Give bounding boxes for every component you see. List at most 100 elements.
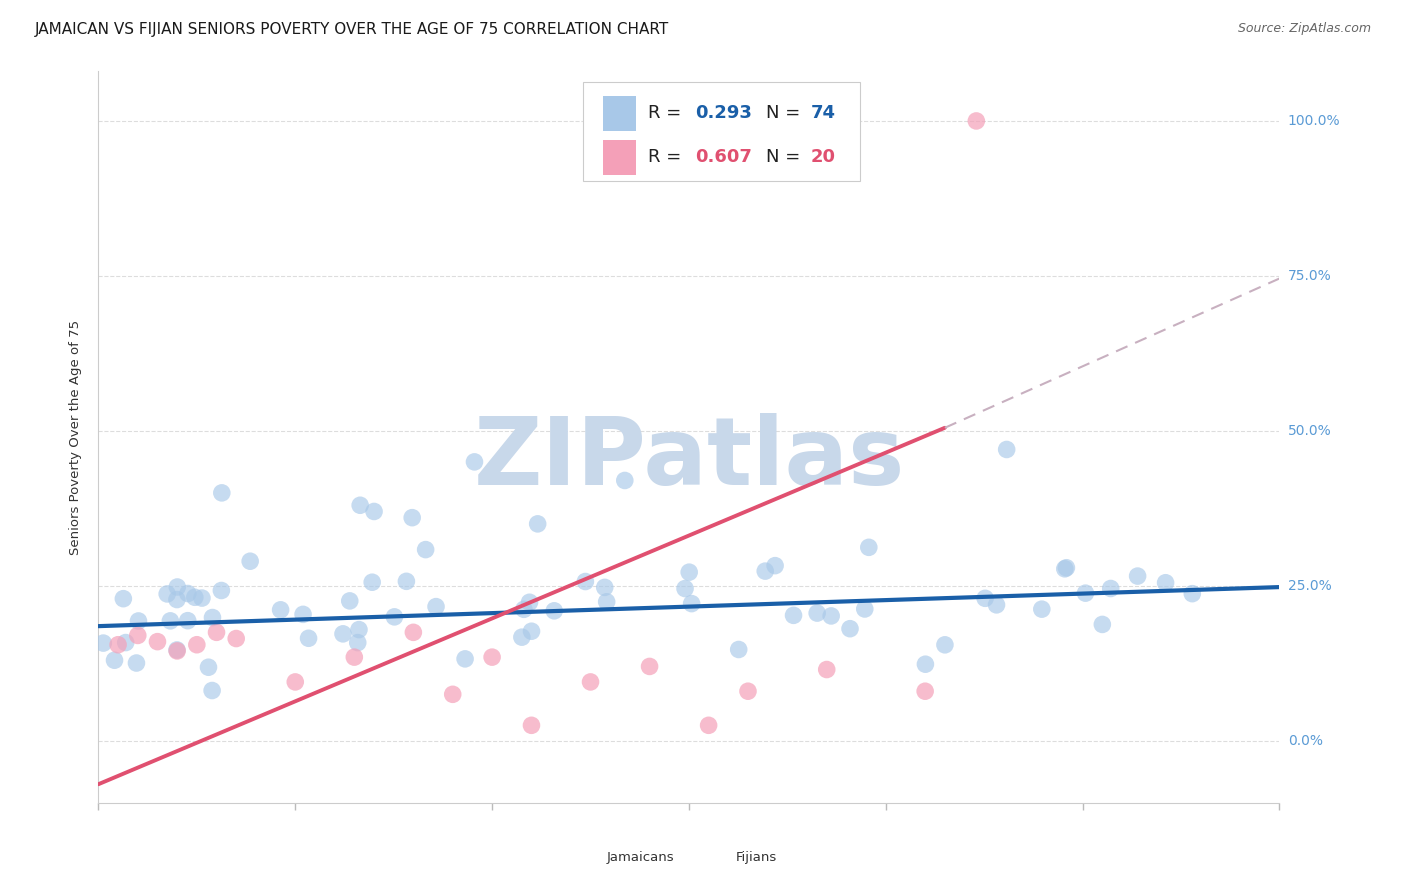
FancyBboxPatch shape — [603, 140, 636, 175]
Point — [112, 591, 135, 606]
FancyBboxPatch shape — [603, 95, 636, 131]
Point — [201, 683, 224, 698]
Point — [579, 674, 602, 689]
Point — [806, 606, 828, 620]
Point — [166, 592, 188, 607]
Point — [166, 643, 188, 657]
Point — [727, 642, 749, 657]
Point — [1074, 586, 1097, 600]
Point — [1031, 602, 1053, 616]
Point — [177, 586, 200, 600]
Point — [346, 635, 368, 649]
Point — [510, 630, 533, 644]
Point — [1126, 569, 1149, 583]
Point — [114, 635, 136, 649]
Text: 25.0%: 25.0% — [1288, 579, 1331, 593]
Point — [347, 623, 370, 637]
Point — [401, 510, 423, 524]
Point — [239, 554, 262, 568]
Point — [166, 580, 188, 594]
Point — [292, 607, 315, 622]
Point — [965, 114, 987, 128]
Point — [201, 610, 224, 624]
Point — [782, 608, 804, 623]
Point — [754, 564, 776, 578]
Point — [211, 486, 233, 500]
Point — [166, 644, 188, 658]
Point — [593, 580, 616, 594]
Point — [463, 455, 485, 469]
Point — [191, 591, 214, 605]
Text: 75.0%: 75.0% — [1288, 268, 1331, 283]
Text: N =: N = — [766, 148, 806, 166]
Point — [91, 636, 114, 650]
Point — [995, 442, 1018, 457]
Point — [737, 684, 759, 698]
Text: JAMAICAN VS FIJIAN SENIORS POVERTY OVER THE AGE OF 75 CORRELATION CHART: JAMAICAN VS FIJIAN SENIORS POVERTY OVER … — [35, 22, 669, 37]
FancyBboxPatch shape — [571, 847, 596, 869]
Point — [184, 591, 207, 605]
Point — [297, 632, 319, 646]
Point — [159, 614, 181, 628]
Point — [815, 663, 838, 677]
Point — [415, 542, 437, 557]
Point — [526, 516, 548, 531]
Point — [270, 603, 292, 617]
Point — [697, 718, 720, 732]
Point — [574, 574, 596, 589]
Point — [284, 674, 307, 689]
Point — [107, 638, 129, 652]
Point — [402, 625, 425, 640]
Point — [520, 624, 543, 639]
Point — [127, 628, 149, 642]
Point — [1091, 617, 1114, 632]
Point — [519, 595, 541, 609]
Y-axis label: Seniors Poverty Over the Age of 75: Seniors Poverty Over the Age of 75 — [69, 319, 83, 555]
Point — [820, 609, 842, 624]
Point — [974, 591, 997, 606]
Text: 50.0%: 50.0% — [1288, 424, 1331, 438]
Point — [934, 638, 956, 652]
Point — [146, 634, 169, 648]
Point — [914, 657, 936, 672]
Text: 100.0%: 100.0% — [1288, 114, 1340, 128]
Point — [125, 656, 148, 670]
Point — [1053, 562, 1076, 576]
Point — [858, 541, 880, 555]
Point — [1181, 587, 1204, 601]
FancyBboxPatch shape — [700, 847, 727, 869]
Point — [225, 632, 247, 646]
Point — [853, 602, 876, 616]
Point — [595, 595, 617, 609]
Point — [349, 498, 371, 512]
Point — [186, 638, 208, 652]
Point — [425, 599, 447, 614]
Point — [209, 583, 232, 598]
Point — [127, 614, 149, 628]
Point — [1154, 575, 1177, 590]
Point — [681, 597, 703, 611]
Point — [156, 587, 179, 601]
Text: Jamaicans: Jamaicans — [606, 851, 673, 864]
Text: R =: R = — [648, 148, 686, 166]
Point — [520, 718, 543, 732]
Text: 20: 20 — [811, 148, 835, 166]
Point — [513, 602, 536, 616]
Point — [481, 650, 503, 665]
Point — [1099, 582, 1122, 596]
Point — [839, 622, 862, 636]
Point — [986, 598, 1008, 612]
Text: 0.293: 0.293 — [695, 104, 752, 122]
Text: Source: ZipAtlas.com: Source: ZipAtlas.com — [1237, 22, 1371, 36]
Point — [205, 625, 228, 640]
Text: ZIPatlas: ZIPatlas — [474, 413, 904, 505]
Point — [332, 627, 354, 641]
Point — [763, 558, 786, 573]
Point — [339, 594, 361, 608]
FancyBboxPatch shape — [582, 82, 860, 181]
Point — [197, 660, 219, 674]
Text: 74: 74 — [811, 104, 835, 122]
Point — [361, 575, 384, 590]
Point — [395, 574, 418, 589]
Point — [613, 474, 636, 488]
